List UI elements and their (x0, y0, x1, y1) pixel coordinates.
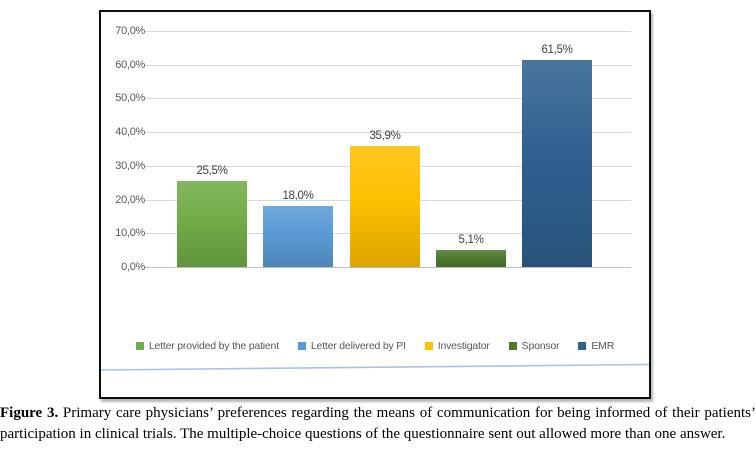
legend-swatch-icon (508, 342, 517, 350)
legend-item-emr: EMR (578, 340, 614, 352)
y-axis-tick-label: 40,0% (115, 126, 145, 138)
scan-artifact-line (101, 363, 649, 371)
legend-item-letter-provided-by-the-patient: Letter provided by the patient (135, 340, 279, 352)
chart-legend: Letter provided by the patient Letter del… (101, 340, 649, 352)
bar-investigator (350, 146, 420, 267)
y-axis-tick-label: 50,0% (115, 92, 145, 104)
y-axis-tick-label: 20,0% (115, 194, 145, 206)
y-axis-tick-label: 10,0% (115, 227, 145, 239)
y-axis-tick-label: 0,0% (121, 261, 145, 273)
gridline (145, 65, 631, 66)
legend-swatch-icon (424, 342, 433, 350)
bar-emr (522, 60, 592, 267)
legend-label: EMR (591, 340, 615, 352)
bar-value-label: 61,5% (541, 44, 573, 56)
x-axis-line (145, 267, 631, 268)
plot-area: 70,0% 60,0% 50,0% 40,0% 30,0% 20,0% 10,0% 0,0% 2… (101, 12, 649, 332)
bar-letter-delivered-by-pi (263, 206, 333, 267)
legend-item-investigator: Investigator (424, 340, 490, 352)
legend-label: Letter delivered by PI (310, 340, 406, 352)
legend-swatch-icon (578, 342, 587, 350)
figure-caption: Figure 3. Primary care physicians’ prefe… (0, 403, 756, 446)
bar-value-label: 25,5% (196, 165, 228, 177)
legend-label: Sponsor (521, 340, 560, 352)
chart-frame: 70,0% 60,0% 50,0% 40,0% 30,0% 20,0% 10,0% 0,0% 2… (99, 10, 651, 399)
figure-caption-label: Figure 3. (0, 405, 59, 421)
y-axis-tick-label: 60,0% (115, 59, 145, 71)
bar-value-label: 18,0% (282, 190, 314, 202)
legend-swatch-icon (297, 342, 306, 350)
legend-item-letter-delivered-by-pi: Letter delivered by PI (297, 340, 406, 352)
bar-value-label: 5,1% (458, 234, 484, 246)
bar-letter-provided-by-the-patient (177, 181, 247, 267)
gridline (145, 98, 631, 99)
y-axis-tick-label: 70,0% (115, 25, 145, 37)
gridline (145, 31, 631, 32)
legend-swatch-icon (135, 342, 144, 350)
legend-label: Letter provided by the patient (148, 340, 279, 352)
legend-item-sponsor: Sponsor (508, 340, 560, 352)
bar-sponsor (436, 250, 506, 267)
gridline (145, 132, 631, 133)
legend-label: Investigator (437, 340, 490, 352)
figure-caption-text: Primary care physicians’ preferences reg… (0, 405, 756, 443)
y-axis-tick-label: 30,0% (115, 160, 145, 172)
bar-value-label: 35,9% (369, 130, 401, 142)
